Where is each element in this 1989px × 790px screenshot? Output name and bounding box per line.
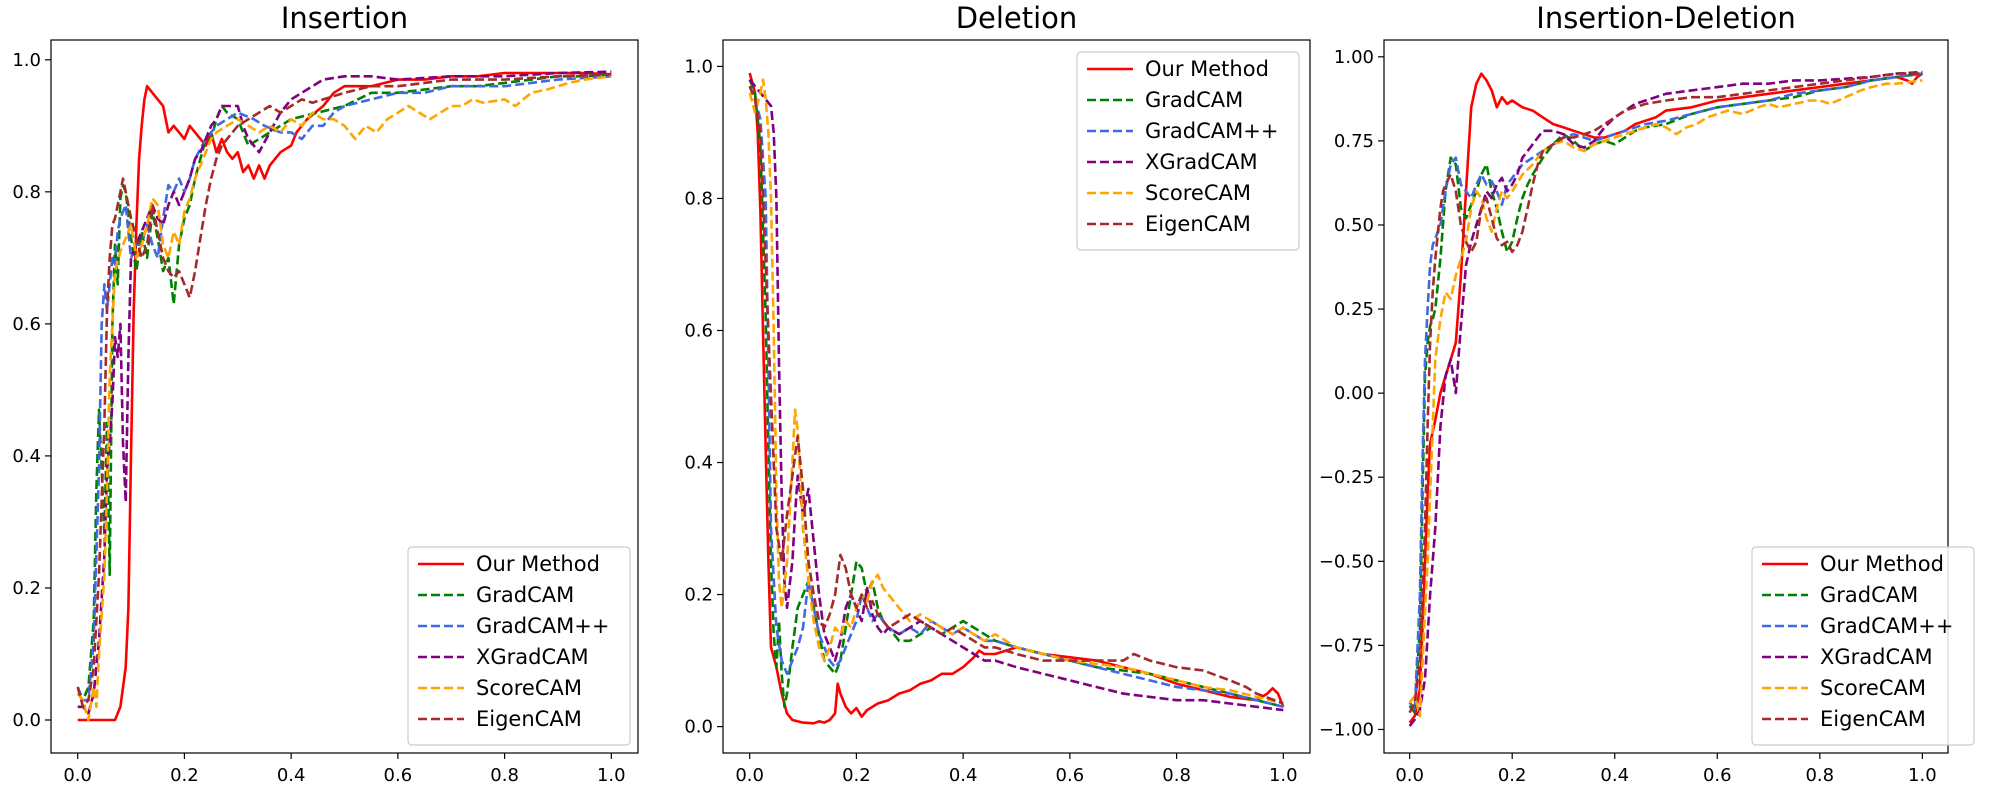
x-tick-label: 1.0 [1269, 765, 1298, 786]
y-tick-label: 0.4 [684, 453, 713, 474]
x-tick-label: 0.4 [277, 765, 306, 786]
y-tick-label: 1.0 [684, 56, 713, 77]
y-tick-label: 0.50 [1334, 215, 1374, 236]
legend-box [407, 546, 631, 746]
y-tick-label: 0.2 [684, 585, 713, 606]
chart-insertion: Insertion 0.0 0.2 0.4 0.6 0.8 1.0 0.0 0.2 0.4 0.6 0… [12, 1, 639, 786]
legend-label-scorecam: ScoreCAM [476, 676, 582, 700]
x-tick-label: 0.0 [735, 765, 764, 786]
series-group [1408, 70, 1924, 727]
x-tick-label: 0.0 [1395, 765, 1424, 786]
series-line-gradcam [1408, 72, 1923, 714]
series-line-our-method [748, 72, 1285, 725]
legend-box [1751, 546, 1975, 746]
x-tick-label: 0.6 [1056, 765, 1085, 786]
x-tick-label: 0.4 [949, 765, 978, 786]
legend-label-xgradcam: XGradCAM [476, 645, 589, 669]
legend-label-our-method: Our Method [1145, 57, 1269, 81]
x-tick-label: 0.2 [170, 765, 199, 786]
legend-label-eigencam: EigenCAM [1820, 707, 1926, 731]
series-line-scorecam [76, 75, 612, 722]
series-group [76, 70, 612, 722]
series-line-gradcamplusplus [76, 75, 612, 702]
y-tick-label: 0.25 [1334, 299, 1374, 320]
y-tick-label: 0.4 [12, 446, 41, 467]
chart-title: Insertion-Deletion [1536, 1, 1795, 35]
chart-deletion: Deletion 0.0 0.2 0.4 0.6 0.8 1.0 0.0 0.2 0.4 0.6 0.… [684, 1, 1311, 786]
legend-label-gradcamplusplus: GradCAM++ [1145, 119, 1278, 143]
x-tick-label: 0.8 [1805, 765, 1834, 786]
chart-title: Insertion [281, 1, 408, 35]
y-tick-label: 0.8 [12, 182, 41, 203]
series-line-xgradcam [77, 70, 612, 715]
x-tick-label: 0.6 [384, 765, 413, 786]
axes-frame [1383, 39, 1949, 754]
legend-label-eigencam: EigenCAM [1145, 212, 1251, 236]
axes-frame [50, 39, 639, 754]
y-tick-label: 1.0 [12, 50, 41, 71]
series-line-eigencam [76, 73, 612, 709]
y-tick-label: 0.6 [12, 314, 41, 335]
series-line-eigencam [748, 85, 1284, 705]
legend-label-xgradcam: XGradCAM [1145, 150, 1258, 174]
x-tick-label: 1.0 [597, 765, 626, 786]
chart-title: Deletion [956, 1, 1078, 35]
x-tick-label: 0.8 [1162, 765, 1191, 786]
legend-label-gradcam: GradCAM [1145, 88, 1243, 112]
series-line-xgradcam [1408, 70, 1923, 727]
y-tick-label: 0.0 [684, 717, 713, 738]
legend: Our Method GradCAM GradCAM++ XGradCAM ScoreC… [1076, 51, 1300, 251]
legend: Our Method GradCAM GradCAM++ XGradCAM ScoreC… [1751, 546, 1975, 746]
y-tick-label: 0.00 [1334, 383, 1374, 404]
legend-label-gradcam: GradCAM [476, 583, 574, 607]
x-tick-label: 0.4 [1600, 765, 1629, 786]
legend-box [1076, 51, 1300, 251]
legend-label-scorecam: ScoreCAM [1820, 676, 1926, 700]
x-tick-label: 0.8 [490, 765, 519, 786]
x-tick-label: 0.2 [1498, 765, 1527, 786]
series-line-eigencam [1408, 72, 1923, 714]
legend-label-our-method: Our Method [476, 552, 600, 576]
y-tick-label: −1.00 [1319, 719, 1374, 740]
legend-label-gradcamplusplus: GradCAM++ [1820, 614, 1953, 638]
legend-label-gradcam: GradCAM [1820, 583, 1918, 607]
x-tick-label: 1.0 [1908, 765, 1937, 786]
y-tick-label: 0.8 [684, 188, 713, 209]
legend-label-eigencam: EigenCAM [476, 707, 582, 731]
chart-insertion-deletion: Insertion-Deletion 0.0 0.2 0.4 0.6 0.8 1.0 −1.0… [1319, 1, 1975, 786]
legend: Our Method GradCAM GradCAM++ XGradCAM ScoreC… [407, 546, 631, 746]
y-tick-label: −0.50 [1319, 551, 1374, 572]
series-line-scorecam [1408, 79, 1923, 718]
y-tick-label: 0.75 [1334, 131, 1374, 152]
y-tick-label: 0.6 [684, 320, 713, 341]
legend-label-xgradcam: XGradCAM [1820, 645, 1933, 669]
y-tick-label: −0.75 [1319, 635, 1374, 656]
legend-label-scorecam: ScoreCAM [1145, 181, 1251, 205]
series-line-our-method [1408, 72, 1924, 724]
y-tick-label: 0.2 [12, 578, 41, 599]
legend-label-our-method: Our Method [1820, 552, 1944, 576]
x-tick-label: 0.2 [842, 765, 871, 786]
x-tick-label: 0.0 [63, 765, 92, 786]
axes-frame [722, 39, 1311, 754]
x-tick-label: 0.6 [1703, 765, 1732, 786]
legend-label-gradcamplusplus: GradCAM++ [476, 614, 609, 638]
y-tick-label: 0.0 [12, 710, 41, 731]
series-line-gradcam [76, 73, 612, 702]
series-group [748, 72, 1285, 725]
y-tick-label: 1.00 [1334, 47, 1374, 68]
y-tick-label: −0.25 [1319, 467, 1374, 488]
